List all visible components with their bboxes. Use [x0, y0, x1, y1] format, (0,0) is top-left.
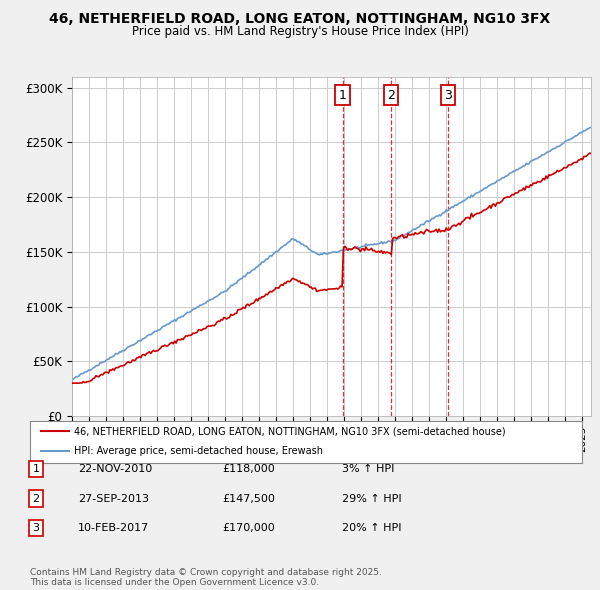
- Text: HPI: Average price, semi-detached house, Erewash: HPI: Average price, semi-detached house,…: [74, 446, 323, 456]
- Text: Price paid vs. HM Land Registry's House Price Index (HPI): Price paid vs. HM Land Registry's House …: [131, 25, 469, 38]
- Text: 27-SEP-2013: 27-SEP-2013: [78, 494, 149, 503]
- Text: 46, NETHERFIELD ROAD, LONG EATON, NOTTINGHAM, NG10 3FX: 46, NETHERFIELD ROAD, LONG EATON, NOTTIN…: [49, 12, 551, 26]
- Text: 3% ↑ HPI: 3% ↑ HPI: [342, 464, 394, 474]
- Text: 1: 1: [338, 88, 346, 101]
- Text: 2: 2: [32, 494, 40, 503]
- Text: Contains HM Land Registry data © Crown copyright and database right 2025.
This d: Contains HM Land Registry data © Crown c…: [30, 568, 382, 587]
- Text: 2: 2: [387, 88, 395, 101]
- Text: 3: 3: [444, 88, 452, 101]
- Text: £170,000: £170,000: [222, 523, 275, 533]
- Text: 29% ↑ HPI: 29% ↑ HPI: [342, 494, 401, 503]
- Text: 10-FEB-2017: 10-FEB-2017: [78, 523, 149, 533]
- Text: 46, NETHERFIELD ROAD, LONG EATON, NOTTINGHAM, NG10 3FX (semi-detached house): 46, NETHERFIELD ROAD, LONG EATON, NOTTIN…: [74, 427, 506, 436]
- Text: 20% ↑ HPI: 20% ↑ HPI: [342, 523, 401, 533]
- Text: 3: 3: [32, 523, 40, 533]
- Text: 22-NOV-2010: 22-NOV-2010: [78, 464, 152, 474]
- Text: 1: 1: [32, 464, 40, 474]
- Text: £118,000: £118,000: [222, 464, 275, 474]
- Text: £147,500: £147,500: [222, 494, 275, 503]
